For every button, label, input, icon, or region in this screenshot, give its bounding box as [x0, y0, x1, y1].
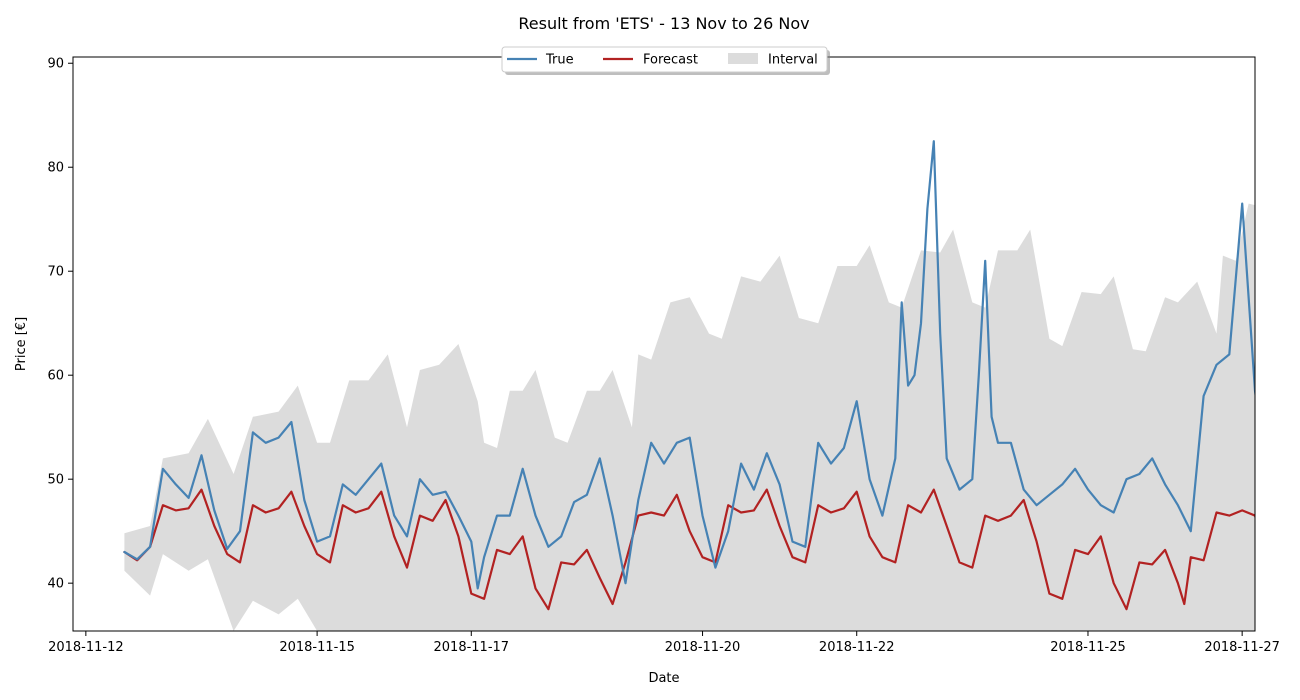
legend-label-true: True [545, 53, 574, 68]
y-tick-label: 40 [47, 577, 64, 592]
y-tick-label: 70 [47, 265, 64, 280]
y-tick-label: 80 [47, 161, 64, 176]
plot-series [123, 140, 1255, 631]
legend-label-interval: Interval [768, 53, 818, 68]
x-tick-label: 2018-11-22 [819, 640, 895, 655]
legend-swatch-interval [728, 53, 758, 64]
plot-area: 40 50 60 70 80 90 2018-11-12 2018-11-15 2018-11-… [47, 46, 1280, 655]
x-tick-label: 2018-11-20 [665, 640, 741, 655]
true-series-line [123, 140, 1255, 590]
x-tick-label: 2018-11-25 [1050, 640, 1126, 655]
y-tick-label: 60 [47, 369, 64, 384]
x-tick-label: 2018-11-15 [279, 640, 355, 655]
y-tick-label: 90 [47, 57, 64, 72]
chart-title: Result from 'ETS' - 13 Nov to 26 Nov [518, 14, 809, 33]
forecast-series-line [123, 488, 1255, 611]
interval-band [124, 203, 1255, 631]
y-axis-title: Price [€] [14, 317, 29, 371]
x-tick-label: 2018-11-27 [1204, 640, 1280, 655]
x-tick-label: 2018-11-12 [48, 640, 124, 655]
x-axis-title: Date [648, 671, 679, 686]
x-tick-label: 2018-11-17 [434, 640, 510, 655]
legend: True Forecast Interval [501, 46, 830, 75]
y-tick-label: 50 [47, 473, 64, 488]
legend-label-forecast: Forecast [643, 53, 698, 68]
